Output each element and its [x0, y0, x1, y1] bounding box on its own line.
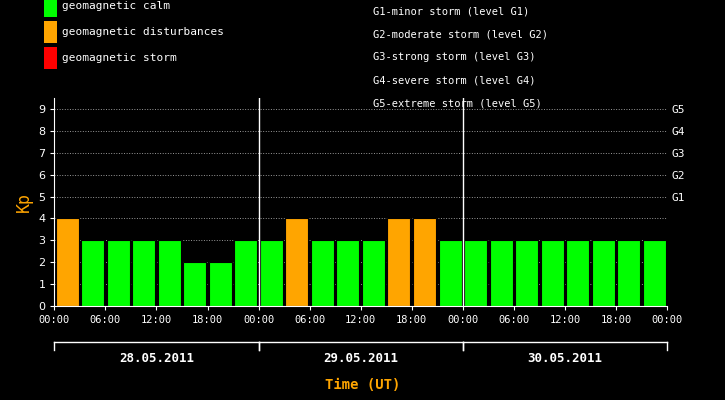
Bar [81, 240, 104, 306]
Bar [132, 240, 155, 306]
Text: G5-extreme storm (level G5): G5-extreme storm (level G5) [373, 99, 542, 109]
Text: G2-moderate storm (level G2): G2-moderate storm (level G2) [373, 29, 548, 39]
Bar [158, 240, 181, 306]
Bar [209, 262, 232, 306]
Text: geomagnetic disturbances: geomagnetic disturbances [62, 27, 224, 37]
Bar [107, 240, 130, 306]
Bar [336, 240, 360, 306]
Bar [515, 240, 538, 306]
Bar [592, 240, 615, 306]
Bar [183, 262, 206, 306]
Text: 29.05.2011: 29.05.2011 [323, 352, 398, 365]
Bar [643, 240, 666, 306]
Y-axis label: Kp: Kp [14, 192, 33, 212]
Bar [489, 240, 513, 306]
Bar [260, 240, 283, 306]
Text: geomagnetic storm: geomagnetic storm [62, 53, 177, 63]
Bar [566, 240, 589, 306]
Text: geomagnetic calm: geomagnetic calm [62, 1, 170, 11]
Text: Time (UT): Time (UT) [325, 378, 400, 392]
Text: G1-minor storm (level G1): G1-minor storm (level G1) [373, 6, 530, 16]
Bar [56, 218, 78, 306]
Text: G4-severe storm (level G4): G4-severe storm (level G4) [373, 76, 536, 86]
Bar [413, 218, 436, 306]
Bar [464, 240, 487, 306]
Bar [286, 218, 308, 306]
Bar [362, 240, 385, 306]
Bar [311, 240, 334, 306]
Text: 28.05.2011: 28.05.2011 [119, 352, 194, 365]
Bar [387, 218, 410, 306]
Bar [439, 240, 462, 306]
Text: G3-strong storm (level G3): G3-strong storm (level G3) [373, 52, 536, 62]
Bar [234, 240, 257, 306]
Bar [541, 240, 563, 306]
Text: 30.05.2011: 30.05.2011 [527, 352, 602, 365]
Bar [617, 240, 640, 306]
